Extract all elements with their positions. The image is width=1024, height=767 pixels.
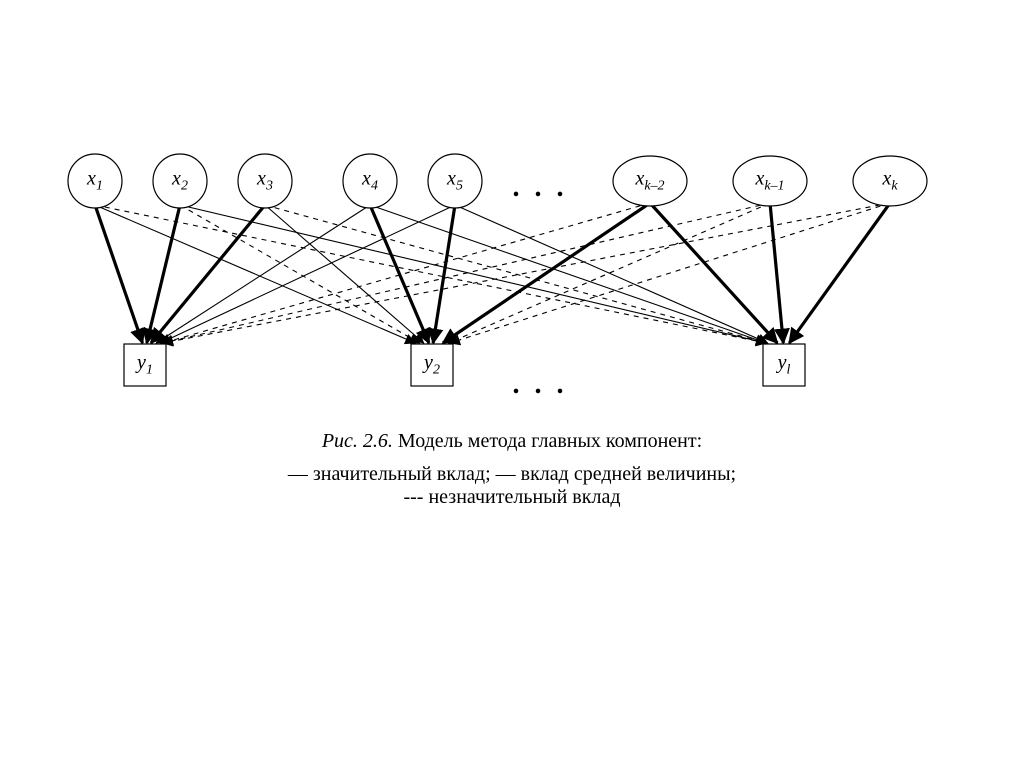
input-node-x3 (238, 154, 292, 208)
input-node-x1 (68, 154, 122, 208)
output-node-yl (763, 344, 805, 386)
output-node-y2 (411, 344, 453, 386)
input-node-xk (853, 156, 927, 206)
legend-text-2: незначительный вклад (428, 486, 620, 508)
figure-caption: Рис. 2.6. Модель метода главных компонен… (0, 430, 1024, 509)
input-node-xk-1 (733, 156, 807, 206)
output-node-y1 (124, 344, 166, 386)
legend-text-1: значительный вклад; — вклад средней вели… (313, 463, 736, 485)
nodes-layer (0, 0, 1024, 767)
input-node-x2 (153, 154, 207, 208)
diagram-stage: x1x2x3x4x5xk–2xk–1xky1y2yl . . . . . . Р… (0, 0, 1024, 767)
legend-weak-prefix: --- (403, 486, 423, 508)
input-node-xk-2 (613, 156, 687, 206)
figure-label: Рис. 2.6. (322, 430, 393, 452)
input-node-x4 (343, 154, 397, 208)
figure-title: Модель метода главных компонент: (398, 430, 702, 452)
legend-strong-prefix: — (288, 463, 308, 485)
input-node-x5 (428, 154, 482, 208)
